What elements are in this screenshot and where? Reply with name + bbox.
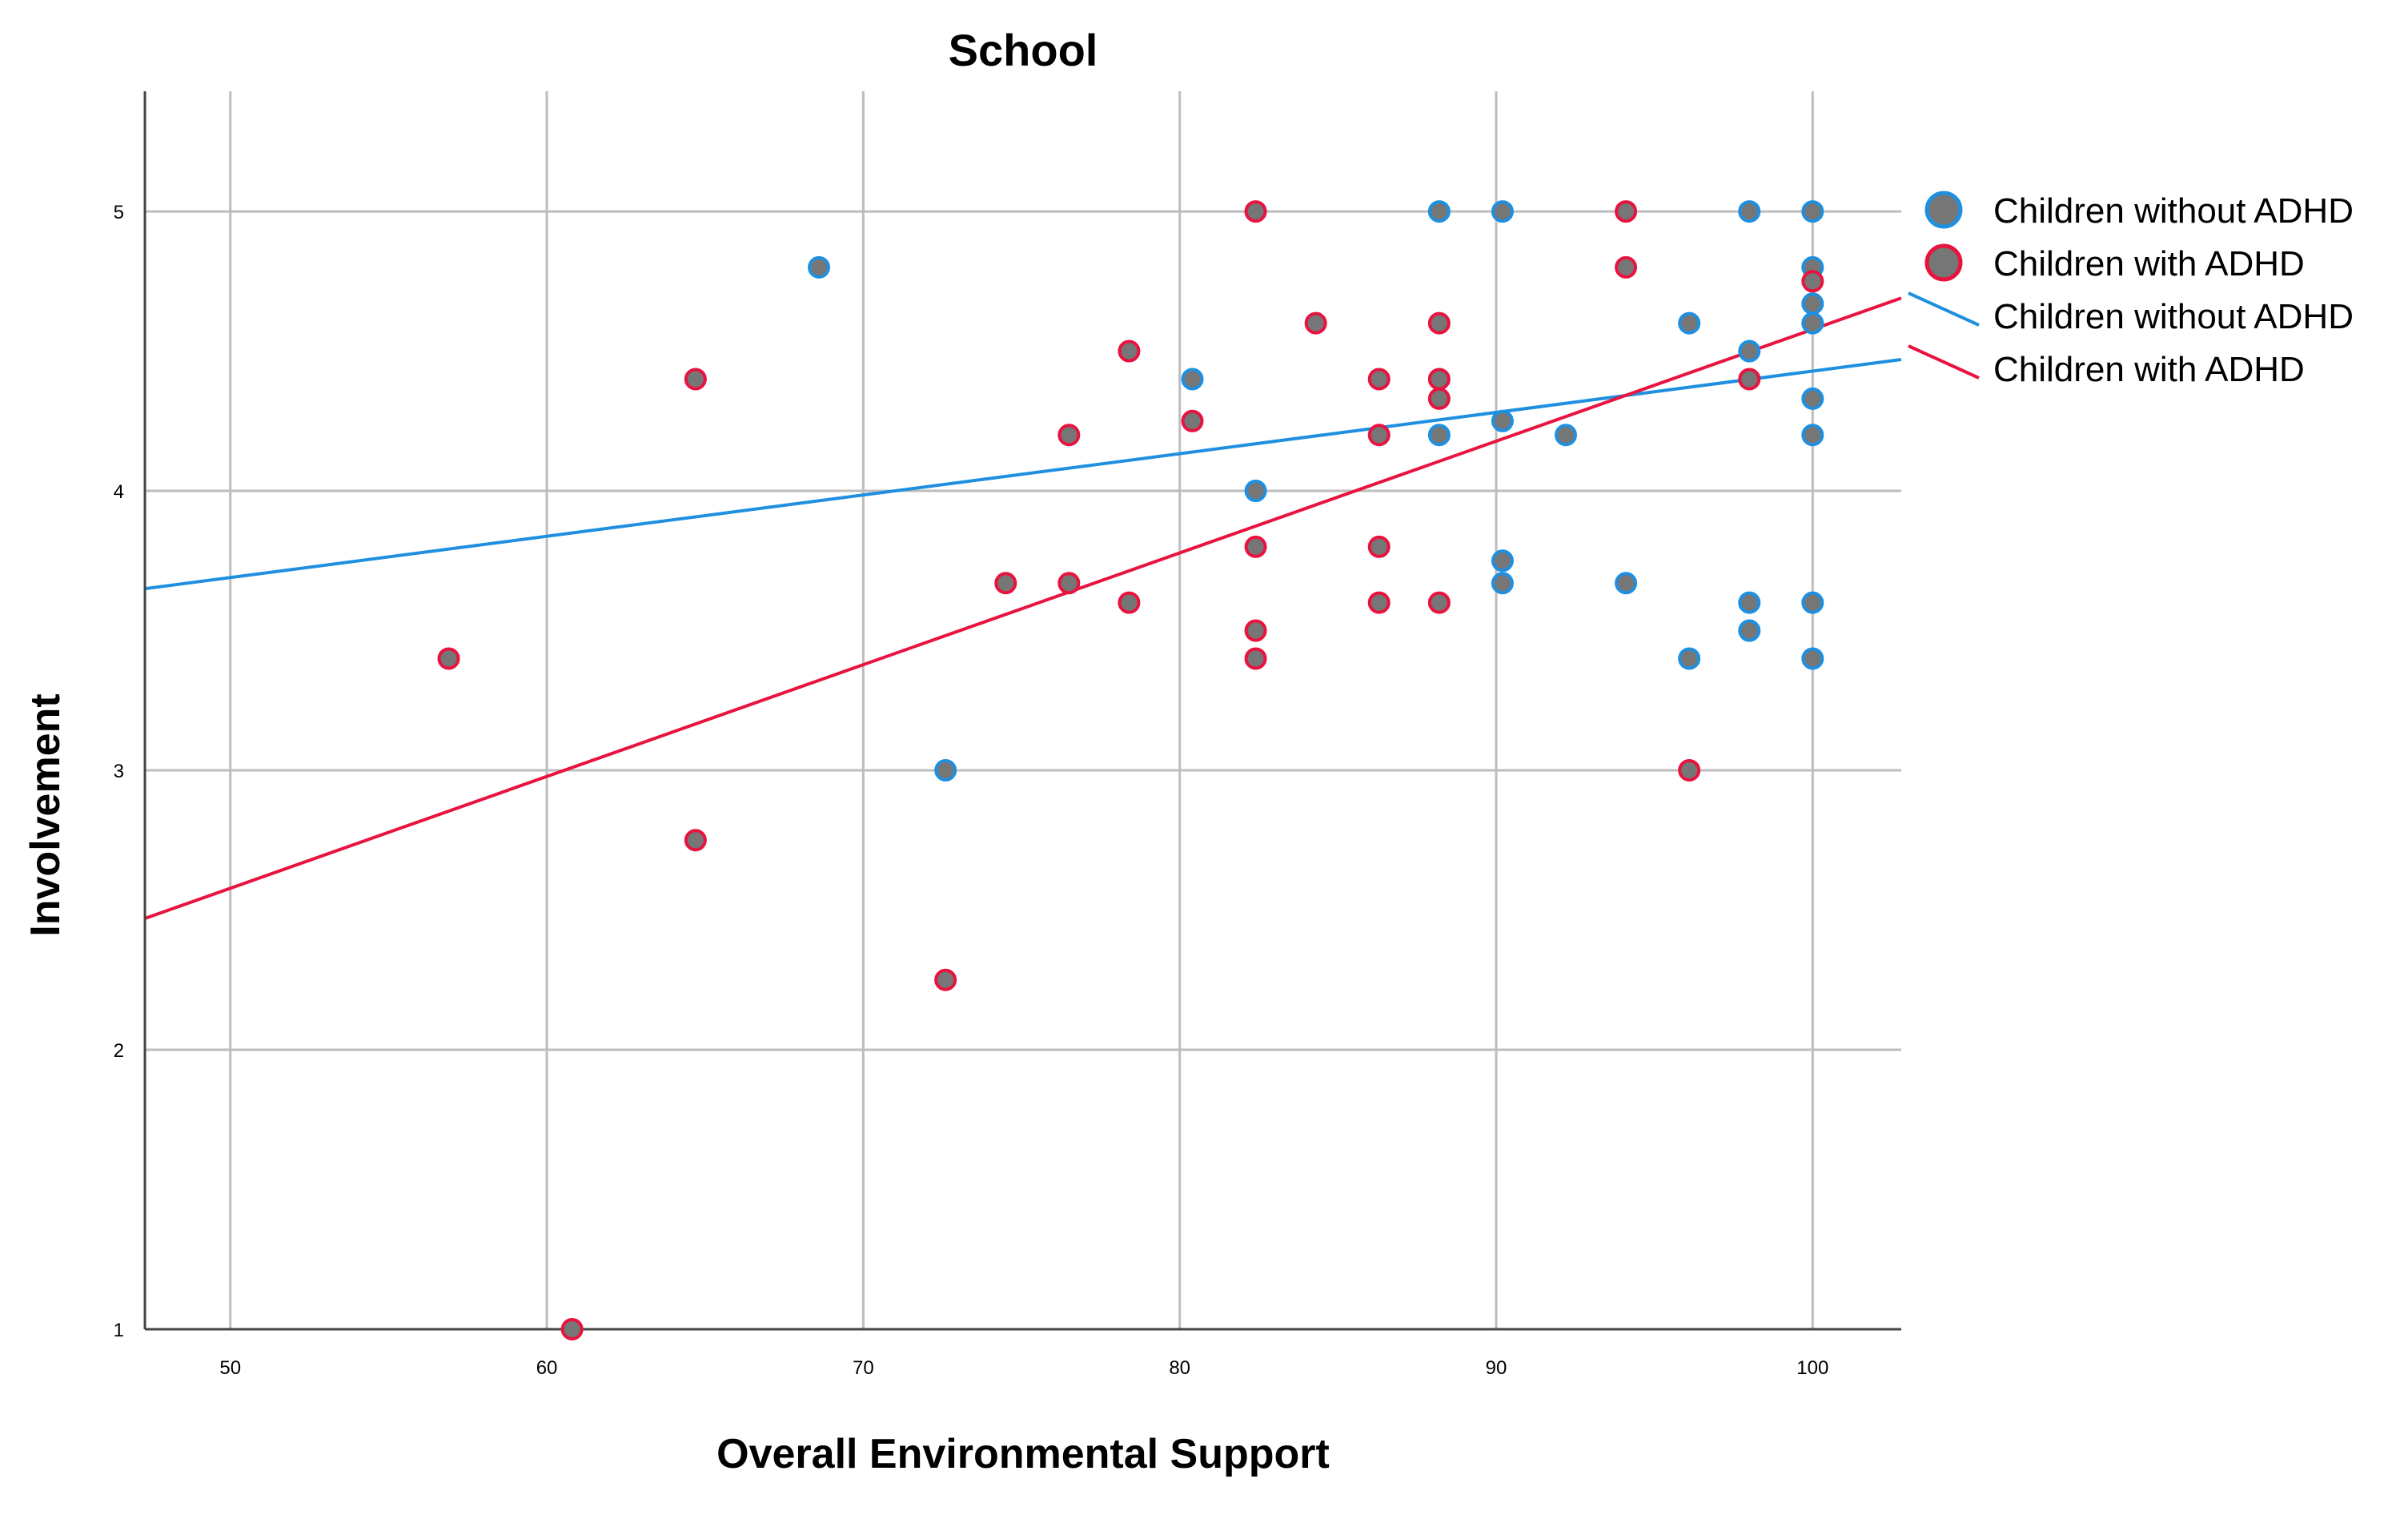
legend-label: Children with ADHD (1993, 350, 2305, 389)
point-with (1118, 591, 1141, 614)
point-without (808, 255, 831, 279)
point-with (1738, 368, 1761, 391)
point-without (1801, 387, 1824, 410)
point-without (1678, 647, 1701, 670)
point-with (1367, 368, 1391, 391)
x-tick-label: 80 (1169, 1357, 1190, 1379)
point-without (1801, 591, 1824, 614)
point-without (1738, 591, 1761, 614)
point-with (994, 572, 1017, 595)
point-with (1118, 340, 1141, 363)
point-with (560, 1318, 584, 1340)
tick-labels: 50 60 70 80 90 100 1 2 3 4 5 (114, 202, 1829, 1379)
point-with (1244, 619, 1267, 642)
point-with (1427, 387, 1451, 410)
point-without (1801, 311, 1824, 335)
point-with (1427, 591, 1451, 614)
point-with (1244, 535, 1267, 558)
legend-marker-without (1924, 191, 1963, 229)
y-axis-label: Involvement (22, 693, 69, 936)
x-tick-label: 60 (536, 1357, 558, 1379)
legend: Children without ADHD Children with ADHD C… (1908, 191, 2354, 389)
point-without (934, 759, 957, 782)
point-without (1244, 480, 1267, 503)
point-without (1491, 200, 1514, 223)
y-tick-label: 4 (114, 481, 124, 503)
point-without (1801, 200, 1824, 223)
point-without (1491, 409, 1514, 432)
point-with (1181, 409, 1204, 432)
data-points (437, 200, 1824, 1340)
point-with (1244, 647, 1267, 670)
point-with (684, 829, 707, 852)
point-with (1367, 591, 1391, 614)
point-without (1427, 424, 1451, 447)
point-without (1491, 572, 1514, 595)
axes (143, 91, 1901, 1331)
point-with (1615, 255, 1638, 279)
legend-line-with (1908, 344, 1980, 380)
point-without (1738, 340, 1761, 363)
point-without (1554, 424, 1577, 447)
legend-label: Children without ADHD (1993, 297, 2354, 336)
point-with (1367, 424, 1391, 447)
point-with (437, 647, 460, 670)
point-with (1615, 200, 1638, 223)
point-without (1678, 311, 1701, 335)
point-with (684, 368, 707, 391)
point-without (1491, 549, 1514, 573)
fit-line-without (144, 358, 1902, 591)
point-without (1801, 647, 1824, 670)
point-with (934, 968, 957, 991)
fit-line-with (144, 296, 1902, 920)
point-with (1058, 572, 1081, 595)
point-with (1801, 270, 1824, 293)
point-with (1367, 535, 1391, 558)
point-without (1181, 368, 1204, 391)
legend-label: Children with ADHD (1993, 244, 2305, 283)
point-without (1615, 572, 1638, 595)
x-tick-label: 70 (853, 1357, 874, 1379)
point-with (1244, 200, 1267, 223)
x-tick-label: 50 (219, 1357, 241, 1379)
legend-line-without (1908, 291, 1980, 327)
y-tick-label: 5 (114, 202, 124, 223)
x-tick-label: 100 (1796, 1357, 1828, 1379)
point-with (1304, 311, 1327, 335)
point-without (1427, 200, 1451, 223)
x-axis-label: Overall Environmental Support (716, 1431, 1330, 1477)
point-with (1427, 368, 1451, 391)
point-without (1801, 424, 1824, 447)
point-without (1801, 292, 1824, 315)
chart-title: School (949, 25, 1098, 75)
fit-lines (144, 296, 1902, 920)
grid-lines (145, 91, 1901, 1331)
legend-marker-with (1924, 243, 1963, 282)
y-tick-label: 2 (114, 1040, 124, 1062)
y-tick-label: 1 (114, 1320, 124, 1341)
legend-label: Children without ADHD (1993, 191, 2354, 231)
point-without (1738, 200, 1761, 223)
y-tick-label: 3 (114, 761, 124, 782)
x-tick-label: 90 (1486, 1357, 1507, 1379)
point-with (1678, 759, 1701, 782)
point-with (1427, 311, 1451, 335)
point-without (1738, 619, 1761, 642)
point-with (1058, 424, 1081, 447)
